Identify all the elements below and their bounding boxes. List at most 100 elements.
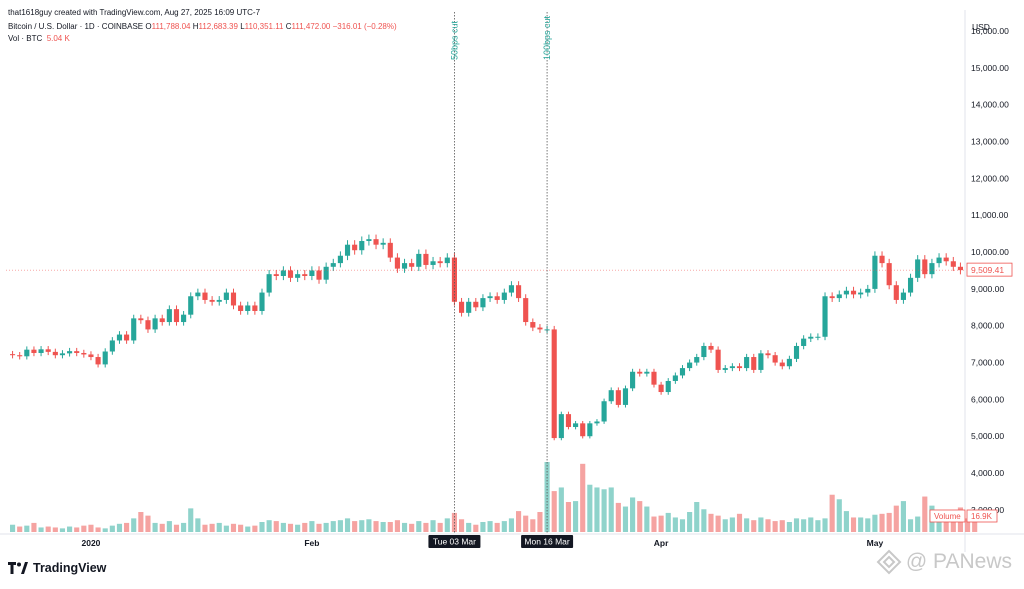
volume-bar	[437, 522, 443, 532]
symbol-label[interactable]: Bitcoin / U.S. Dollar · 1D · COINBASE	[8, 22, 144, 31]
volume-bar	[473, 524, 479, 532]
volume-bar	[102, 528, 108, 532]
candlestick	[302, 270, 308, 281]
volume-bar	[131, 518, 137, 532]
x-tick-label: Feb	[304, 538, 319, 548]
volume-bar	[637, 501, 643, 532]
candlestick	[216, 296, 222, 306]
event-date-badge	[521, 535, 574, 548]
candlestick	[238, 301, 244, 315]
volume-bar	[701, 509, 707, 532]
volume-bar	[772, 521, 778, 532]
volume-label[interactable]: Vol · BTC	[8, 34, 43, 43]
volume-bar	[573, 501, 579, 532]
event-date-badge	[428, 535, 481, 548]
candlestick	[601, 398, 607, 424]
candlestick	[779, 359, 785, 370]
ohlc-legend: Bitcoin / U.S. Dollar · 1D · COINBASE O1…	[8, 22, 397, 31]
candlestick	[195, 288, 201, 301]
volume-bar	[216, 522, 222, 532]
volume-bar	[494, 522, 500, 532]
y-tick-label: 16,000.00	[971, 26, 1009, 36]
candlestick	[708, 342, 714, 353]
y-tick-label: 10,000.00	[971, 247, 1009, 257]
panews-logo-icon	[876, 549, 902, 575]
candlestick	[508, 281, 515, 297]
volume-bar	[487, 521, 493, 532]
open-value: 111,788.04	[151, 22, 191, 31]
volume-bar	[458, 519, 465, 532]
candlestick	[259, 288, 265, 315]
candlestick	[124, 331, 130, 344]
candlestick	[352, 240, 358, 255]
candlestick	[337, 251, 343, 268]
candlestick	[729, 363, 735, 372]
volume-bar	[423, 522, 429, 532]
panews-watermark: @ PANews	[876, 549, 1012, 575]
candlestick	[858, 288, 864, 299]
volume-bar	[508, 518, 515, 532]
candlestick	[565, 411, 572, 430]
volume-bar	[74, 527, 80, 532]
volume-bar	[744, 518, 750, 532]
candlestick	[516, 281, 522, 302]
volume-bar	[95, 527, 101, 532]
candlestick	[31, 346, 37, 357]
candlestick	[95, 353, 101, 368]
candlestick	[473, 297, 479, 312]
candlestick	[651, 368, 657, 388]
candlestick	[843, 286, 849, 299]
volume-bar	[266, 520, 272, 532]
volume-bar	[88, 524, 94, 532]
volume-bar	[359, 520, 365, 532]
candlestick	[423, 249, 429, 270]
candlestick	[494, 292, 500, 304]
candlestick	[202, 288, 208, 304]
tradingview-logo: TradingView	[8, 561, 106, 575]
volume-bar	[238, 524, 244, 532]
candlestick	[52, 348, 58, 359]
candlestick	[587, 420, 593, 439]
candlestick	[793, 342, 800, 363]
y-tick-label: 11,000.00	[971, 210, 1008, 220]
currency-label[interactable]: USD	[972, 22, 990, 32]
candlestick	[886, 258, 892, 290]
volume-bar	[679, 519, 686, 532]
candlestick	[116, 331, 123, 344]
candlestick	[786, 355, 792, 370]
last-price-badge	[966, 262, 1013, 277]
close-value: 111,472.00	[291, 22, 331, 31]
candlestick	[380, 238, 386, 250]
candlestick	[67, 347, 73, 357]
candlestick	[81, 349, 87, 358]
volume-bar	[936, 516, 942, 532]
candlestick	[907, 273, 914, 297]
low-value: 110,351.11	[244, 22, 284, 31]
y-tick-label: 6,000.00	[971, 394, 1004, 404]
volume-bar	[280, 522, 286, 532]
candlestick	[580, 420, 586, 439]
candlestick	[822, 292, 828, 341]
candlestick	[751, 353, 757, 373]
volume-bar	[444, 518, 450, 532]
volume-bar	[337, 520, 343, 532]
volume-badge-value-box	[966, 509, 998, 523]
volume-bar	[972, 515, 978, 532]
candlestick	[59, 350, 66, 359]
volume-bar	[17, 526, 23, 532]
candlestick	[722, 365, 728, 373]
candlestick	[109, 337, 115, 355]
candlestick	[373, 234, 379, 250]
volume-bar	[81, 525, 87, 532]
volume-bar	[915, 516, 921, 532]
volume-bar	[409, 523, 415, 532]
volume-bar	[850, 517, 857, 532]
high-value: 112,683.39	[198, 22, 238, 31]
candlestick	[957, 262, 964, 275]
volume-bar	[416, 521, 422, 532]
candlestick	[772, 352, 778, 366]
volume-bar	[622, 506, 629, 532]
candlestick	[88, 351, 94, 361]
candlestick	[387, 238, 393, 262]
